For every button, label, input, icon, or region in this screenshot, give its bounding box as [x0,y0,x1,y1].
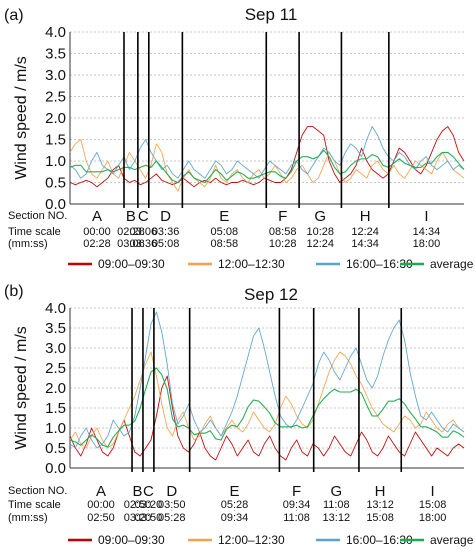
time-scale-start: 10:28 [306,226,334,238]
y-tick-label: 4.0 [45,300,66,317]
section-letter: E [230,483,240,500]
time-scale-end: 03:20 [124,512,152,524]
time-scale-start: 00:00 [83,226,111,238]
section-letter: E [219,208,229,225]
y-tick-label: 0.0 [45,196,66,213]
time-scale-start: 03:36 [152,226,180,238]
time-scale-end: 10:28 [269,238,297,250]
time-scale-end: 18:00 [419,512,447,524]
time-scale-start: 02:50 [124,499,152,511]
legend-label: 16:00–16:30 [346,257,413,271]
time-scale-end: 08:58 [211,238,239,250]
legend-label: 16:00–16:30 [346,533,413,547]
section-letter: I [431,483,435,500]
time-scale-end: 14:34 [351,238,379,250]
y-tick-label: 1.5 [45,132,66,149]
series-line-2 [69,351,465,449]
section-letter: A [92,208,102,225]
chart-title: Sep 12 [244,285,298,304]
time-scale-start: 05:08 [211,226,239,238]
time-scale-end: 03:50 [135,512,163,524]
legend-label: 12:00–12:30 [218,533,285,547]
time-scale-end: 02:28 [83,238,111,250]
y-tick-label: 4.0 [45,24,66,41]
time-scale-start: 05:28 [221,499,249,511]
time-scale-start: 15:08 [419,499,447,511]
time-scale-start: 12:24 [351,226,379,238]
time-scale-row-label: Time scale [8,226,61,238]
chart-title: Sep 11 [245,5,298,24]
section-letter: C [138,208,149,225]
chart-panel-a: (a) Sep 11 Wind speed / m/s 0.0 0.5 1.0 1.5 2.0… [4,5,474,271]
y-tick-label: 1.0 [45,153,66,170]
y-tick-label: 3.0 [45,340,66,357]
time-scale-start: 00:00 [87,499,115,511]
section-row-label: Section NO. [8,485,67,497]
chart-panel-b: (b) Sep 12 Wind speed / m/s 0.0 0.5 1.0 1.5 2.0… [4,283,474,547]
y-tick-label: 2.0 [45,380,66,397]
time-scale-start: 11:08 [323,499,350,511]
y-tick-label: 3.5 [45,320,66,337]
time-scale-end: 11:08 [283,512,310,524]
section-letter: G [314,208,326,225]
section-row-label: Section NO. [8,210,67,222]
time-scale-end: 05:08 [152,238,180,250]
y-tick-label: 2.5 [45,360,66,377]
section-letter: G [330,483,342,500]
time-scale-start: 03:20 [135,499,163,511]
y-tick-label: 1.5 [45,400,66,417]
section-letter: H [360,208,371,225]
panel-label: (a) [4,7,24,24]
section-letter: A [96,483,106,500]
time-scale-start: 13:12 [366,499,394,511]
legend-label: 09:00–09:30 [98,257,165,271]
section-letter: B [132,483,142,500]
legend-label: average [430,257,474,271]
time-scale-end: 03:06 [117,238,145,250]
time-scale-end: 03:36 [130,238,158,250]
legend-label: average [430,533,474,547]
time-scale-end: 12:24 [306,238,334,250]
panel-label: (b) [4,283,24,300]
series-line-4 [69,367,465,448]
section-letter: I [424,208,428,225]
section-letter: F [278,208,287,225]
time-scale-end: 05:28 [158,512,186,524]
time-scale-start: 14:34 [413,226,441,238]
section-letter: C [143,483,154,500]
time-scale-row-label: Time scale [8,499,61,511]
section-letter: D [166,483,177,500]
legend-label: 12:00–12:30 [218,257,285,271]
section-letter: D [160,208,171,225]
y-axis-label: Wind speed / m/s [13,56,30,180]
y-tick-label: 3.5 [45,46,66,63]
time-scale-end: 15:08 [366,512,394,524]
time-scale-unit-label: (mm:ss) [8,512,48,524]
series-line-1 [69,375,465,461]
time-scale-end: 02:50 [87,512,115,524]
y-tick-label: 0.5 [45,175,66,192]
y-tick-label: 2.0 [45,110,66,127]
y-tick-label: 1.0 [45,420,66,437]
time-scale-start: 03:50 [158,499,186,511]
legend-label: 09:00–09:30 [98,533,165,547]
time-scale-start: 03:06 [130,226,158,238]
y-axis-label: Wind speed / m/s [13,326,30,450]
time-scale-end: 18:00 [413,238,441,250]
section-letter: B [126,208,136,225]
y-tick-label: 0.5 [45,440,66,457]
time-scale-unit-label: (mm:ss) [8,238,48,250]
y-tick-label: 0.0 [45,460,66,477]
y-tick-label: 2.5 [45,89,66,106]
time-scale-start: 02:28 [117,226,145,238]
section-letter: F [292,483,301,500]
section-letter: H [375,483,386,500]
time-scale-end: 09:34 [221,512,249,524]
series-line-3 [69,311,465,449]
time-scale-start: 08:58 [269,226,297,238]
time-scale-start: 09:34 [283,499,311,511]
time-scale-end: 13:12 [323,512,351,524]
y-tick-label: 3.0 [45,67,66,84]
